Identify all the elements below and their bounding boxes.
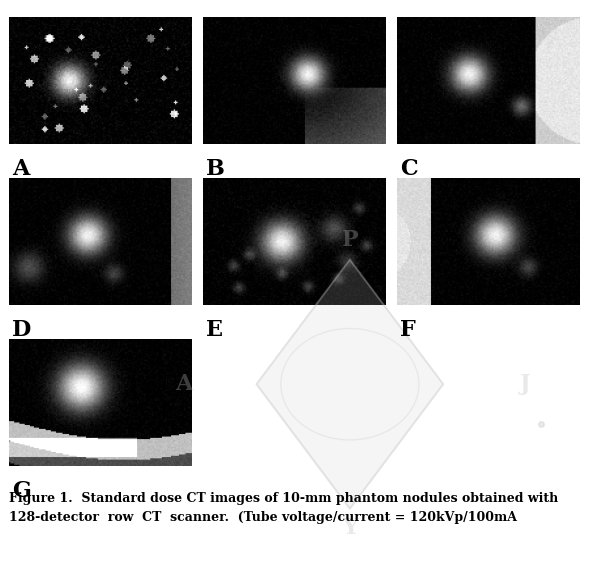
Text: Y: Y [342, 518, 358, 540]
Text: P: P [341, 229, 358, 251]
Text: A: A [12, 158, 29, 180]
Text: F: F [400, 319, 416, 341]
Text: B: B [206, 158, 225, 180]
Text: C: C [400, 158, 418, 180]
Text: E: E [206, 319, 223, 341]
Polygon shape [257, 260, 443, 508]
Text: J: J [519, 373, 530, 395]
Text: Figure 1.  Standard dose CT images of 10-mm phantom nodules obtained with
128-de: Figure 1. Standard dose CT images of 10-… [9, 492, 558, 524]
Text: D: D [12, 319, 31, 341]
Text: G: G [12, 480, 31, 502]
Text: A: A [175, 373, 192, 395]
